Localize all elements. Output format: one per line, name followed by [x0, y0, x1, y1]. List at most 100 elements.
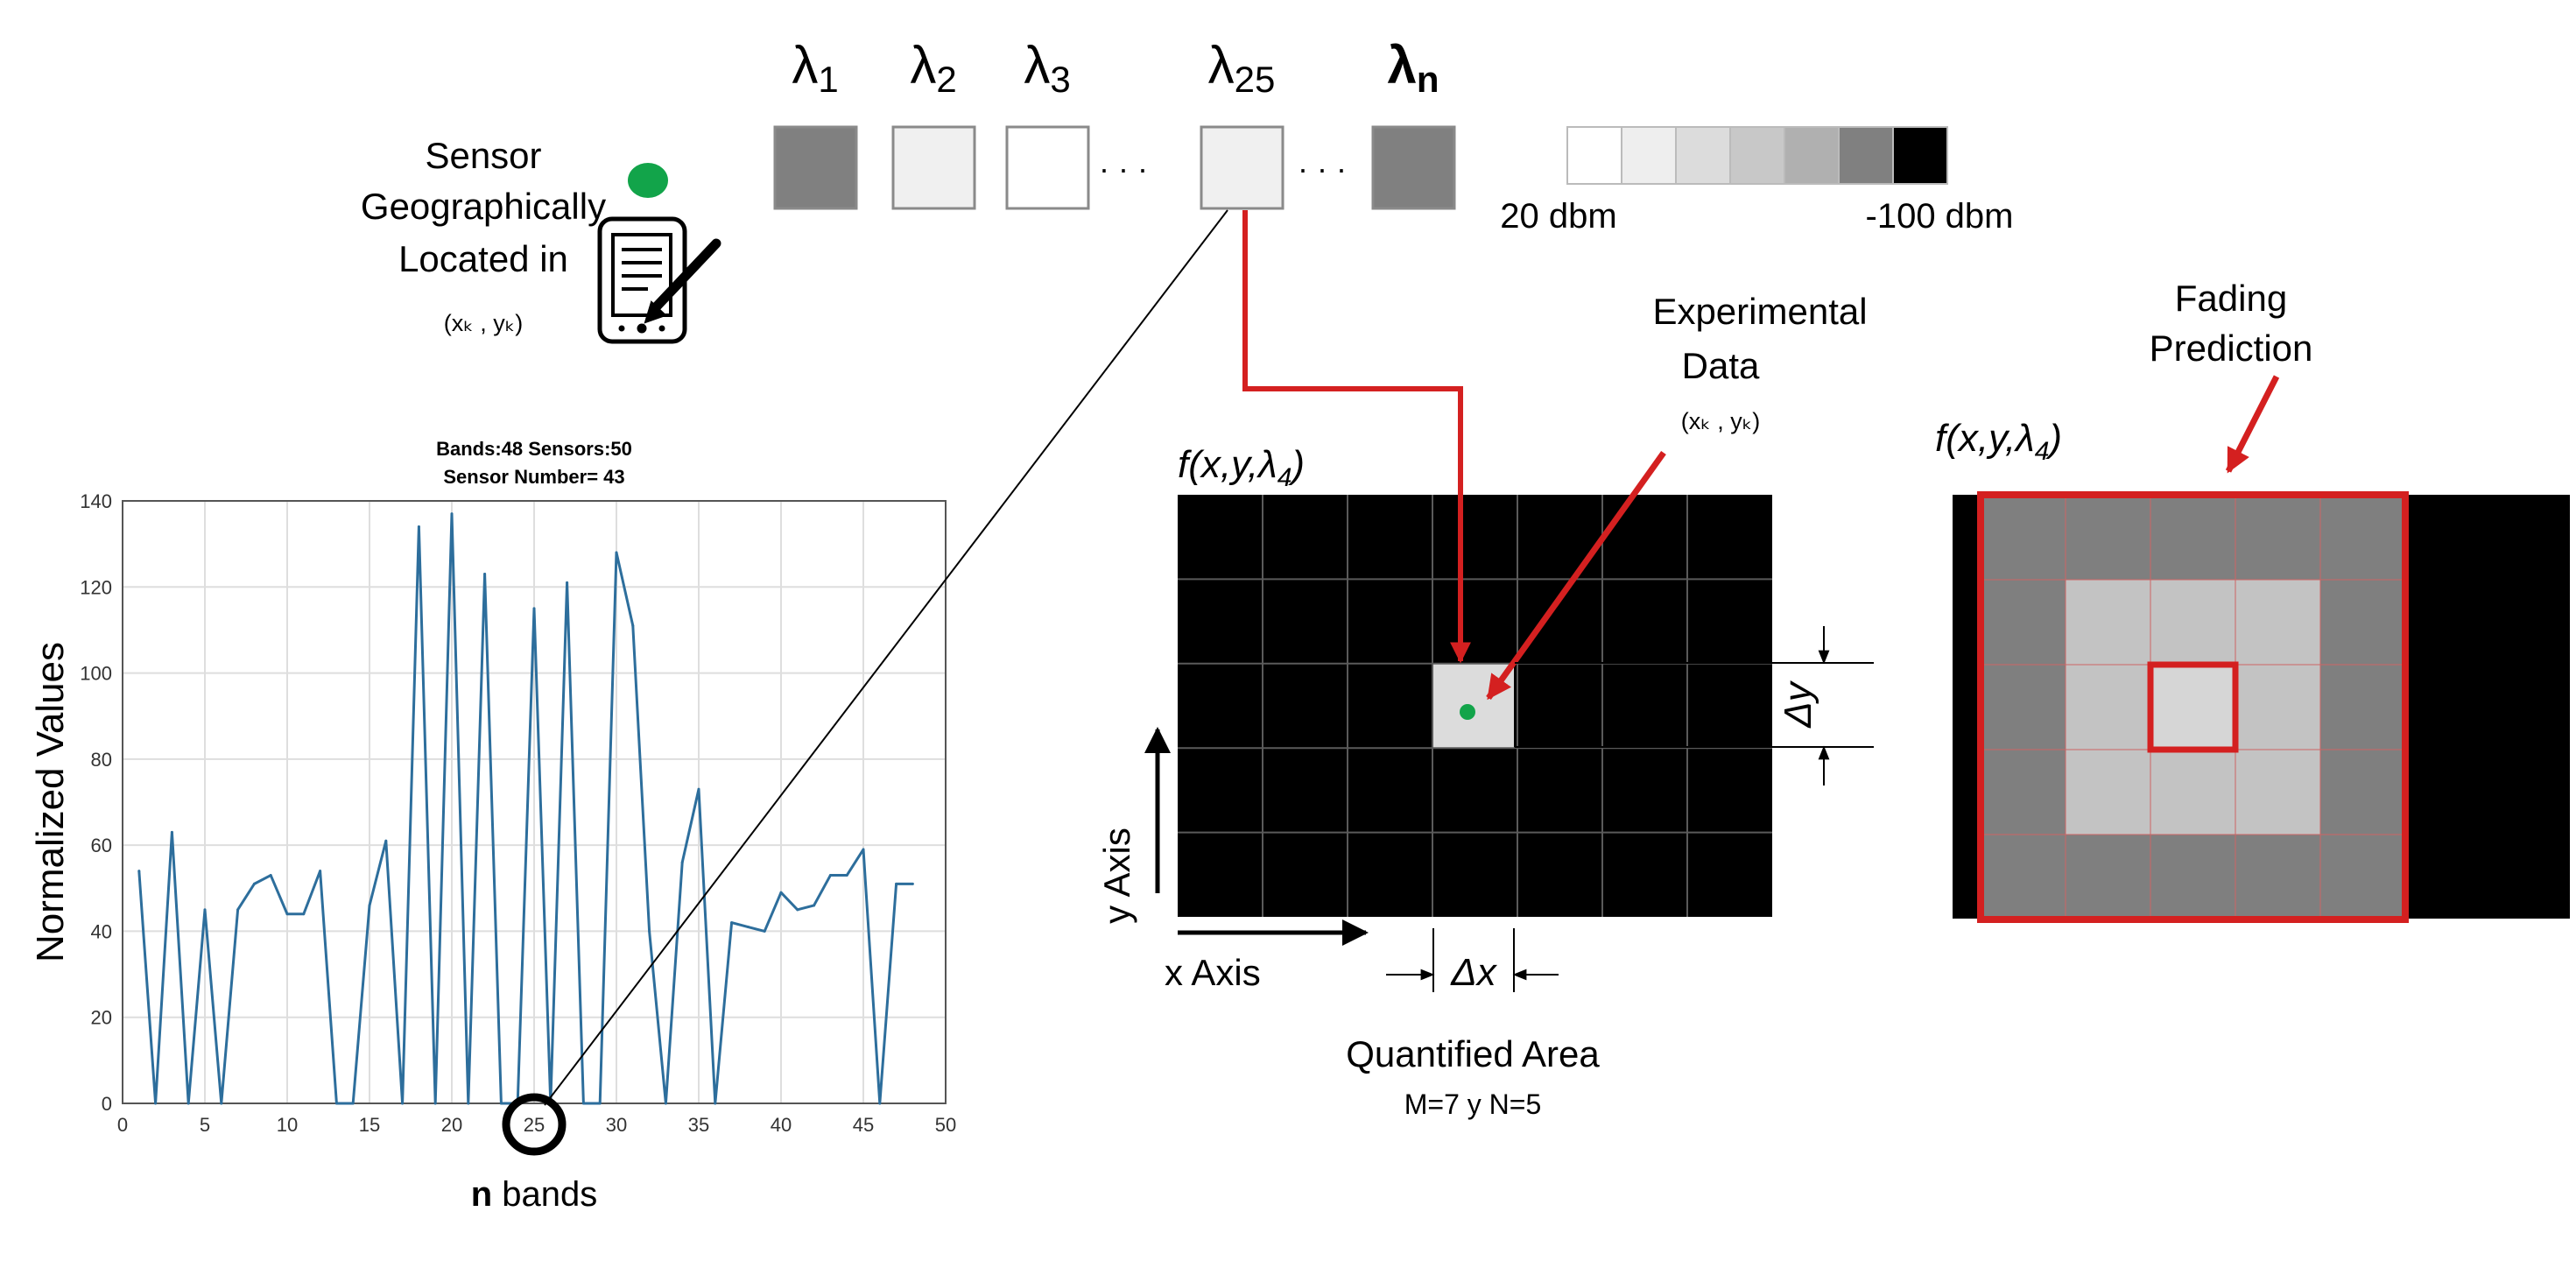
band-n-label: λn: [1387, 36, 1439, 100]
chart-point: [648, 929, 651, 933]
chart-point: [302, 912, 306, 916]
chart-x-ticks: 0 5 10 15 20 25 30 35 40 45 50: [117, 1114, 956, 1136]
chart-point: [664, 1102, 667, 1105]
prediction-cell: [1980, 664, 2066, 750]
prediction-cell: [2065, 579, 2151, 666]
line-chart: Bands:48 Sensors:50 Sensor Number= 43 0 2…: [29, 438, 956, 1214]
prediction-cell: [2150, 494, 2236, 581]
chart-point: [828, 874, 832, 877]
band-25-square: [1200, 125, 1284, 210]
chart-point: [334, 1102, 338, 1105]
chart-point: [170, 830, 173, 834]
sensor-label-line3: Located in: [398, 238, 568, 279]
prediction-cell: [2319, 494, 2406, 581]
band-n-subscript: n: [1417, 59, 1439, 100]
chart-point: [878, 1102, 882, 1105]
chart-point: [895, 882, 898, 885]
grayscale-scale: [1566, 126, 1948, 185]
band-3-symbol: λ: [1024, 36, 1050, 95]
band-ellipsis-2: · · ·: [1298, 151, 1347, 187]
prediction-cell: [2065, 834, 2151, 920]
band-3-square: [1005, 125, 1090, 210]
chart-x-tick-label: 50: [935, 1114, 956, 1136]
scale-swatch: [1838, 126, 1894, 185]
band-25-highlight-circle: [502, 1093, 567, 1156]
chart-point: [252, 882, 256, 885]
chart-point: [845, 874, 848, 877]
chart-point: [137, 870, 141, 873]
sensor-block: Sensor Geographically Located in (xₖ , y…: [361, 135, 721, 344]
band-ellipsis-1: · · ·: [1099, 151, 1148, 187]
chart-y-tick-label: 80: [91, 749, 112, 771]
sensor-label-line2: Geographically: [361, 186, 606, 227]
chart-gridlines: [122, 500, 947, 1104]
fading-label-line2: Prediction: [2150, 328, 2313, 369]
scale-swatch: [1566, 126, 1622, 185]
chart-point: [433, 1102, 437, 1105]
chart-point: [351, 1102, 355, 1105]
scale-swatch: [1729, 126, 1785, 185]
band-1-subscript: 1: [818, 59, 838, 100]
right-grid-cells: [1953, 491, 2570, 923]
prediction-cell: [2319, 579, 2406, 666]
chart-point: [285, 912, 289, 916]
prediction-cell: [2235, 494, 2321, 581]
band-25-connector-line: [544, 209, 1228, 1106]
prediction-cell: [2150, 749, 2236, 835]
prediction-cell: [2319, 664, 2406, 750]
band-2-subscript: 2: [936, 59, 956, 100]
left-grid-title: f(x,y,λ4): [1178, 443, 1305, 492]
chart-point: [615, 551, 618, 554]
chart-point: [911, 882, 914, 885]
prediction-center-outline: [2147, 661, 2239, 753]
prediction-cell: [2150, 834, 2236, 920]
chart-x-tick-label: 20: [441, 1114, 462, 1136]
chart-x-tick-label: 0: [117, 1114, 128, 1136]
experimental-data-arrow: [1486, 450, 1666, 701]
chart-point: [401, 1102, 405, 1105]
prediction-cell: [1980, 749, 2066, 835]
chart-x-tick-label: 10: [277, 1114, 298, 1136]
chart-x-tick-label: 30: [606, 1114, 627, 1136]
prediction-cell: [2065, 749, 2151, 835]
scale-swatch: [1892, 126, 1948, 185]
band-n-square: [1371, 125, 1456, 210]
prediction-cell: [1980, 494, 2066, 581]
prediction-cell: [2235, 749, 2321, 835]
prediction-cell: [2065, 494, 2151, 581]
band-1-symbol: λ: [792, 36, 818, 95]
chart-x-tick-label: 40: [771, 1114, 792, 1136]
chart-point: [417, 525, 420, 528]
delta-x-label: Δx: [1450, 951, 1498, 994]
x-axis-label: x Axis: [1165, 952, 1261, 993]
chart-point: [763, 929, 766, 933]
chart-x-axis-label-n: n: [471, 1175, 492, 1214]
chart-point: [220, 1102, 223, 1105]
scale-swatch: [1621, 126, 1677, 185]
chart-point: [319, 870, 322, 873]
chart-point: [680, 861, 684, 864]
chart-x-axis-label-rest: bands: [492, 1175, 597, 1214]
chart-series-line: [137, 512, 914, 1105]
chart-point: [779, 891, 783, 894]
band-n-symbol: λ: [1387, 36, 1416, 95]
chart-y-axis-label: Normalized Values: [29, 642, 72, 962]
prediction-cell: [2235, 664, 2321, 750]
quantified-area-dims: M=7 y N=5: [1404, 1088, 1542, 1120]
chart-point: [154, 1102, 158, 1105]
chart-y-tick-label: 140: [80, 490, 112, 512]
prediction-cell: [2319, 834, 2406, 920]
quantified-area-label: Quantified Area: [1346, 1033, 1600, 1074]
prediction-cell: [2065, 664, 2151, 750]
chart-plot-frame: [122, 500, 947, 1104]
band-row: λ1 λ2 λ3 λ25 λn· · · · · ·: [773, 36, 1456, 210]
prediction-cell: [1980, 834, 2066, 920]
left-grid-cells: [1178, 495, 1772, 917]
chart-y-tick-label: 0: [102, 1093, 112, 1115]
chart-series-path: [137, 512, 913, 1105]
chart-point: [187, 1102, 190, 1105]
band-2-symbol: λ: [910, 36, 936, 95]
prediction-cell: [2235, 579, 2321, 666]
chart-point: [862, 848, 865, 851]
band-2-square: [891, 125, 976, 210]
